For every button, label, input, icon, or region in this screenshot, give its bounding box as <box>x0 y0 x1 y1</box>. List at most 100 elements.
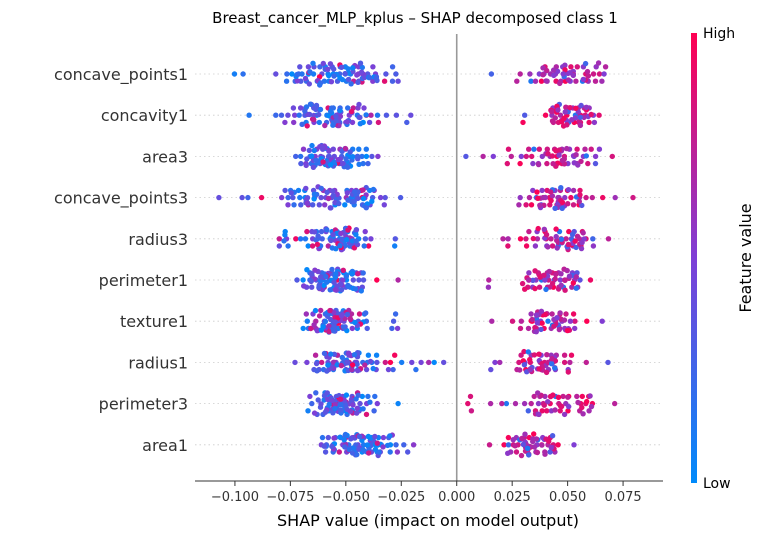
shap-point <box>585 160 591 167</box>
shap-point <box>350 277 356 283</box>
shap-point <box>583 359 589 366</box>
colorbar-axis-label: Feature value <box>736 203 755 312</box>
shap-point <box>486 277 492 283</box>
shap-point <box>517 325 524 332</box>
shap-point <box>357 60 364 66</box>
shap-point <box>530 160 536 167</box>
shap-point <box>573 244 579 251</box>
shap-point <box>579 404 585 411</box>
shap-point <box>331 73 337 79</box>
shap-point <box>573 105 579 112</box>
shap-point <box>332 402 338 408</box>
shap-point <box>359 153 365 160</box>
shap-point <box>556 326 562 333</box>
shap-point <box>325 66 331 73</box>
shap-point <box>366 119 373 126</box>
shap-point <box>363 366 370 373</box>
shap-point <box>505 442 512 448</box>
shap-point <box>368 112 374 118</box>
shap-point <box>586 119 592 126</box>
shap-point <box>289 71 295 77</box>
shap-point <box>307 101 314 107</box>
shap-point <box>369 153 375 160</box>
x-tick-label: 0.050 <box>549 490 586 505</box>
shap-point <box>527 71 533 77</box>
x-tick-label: −0.050 <box>322 490 370 505</box>
shap-point <box>309 271 315 277</box>
shap-point <box>329 443 335 450</box>
shap-point <box>288 190 294 196</box>
shap-point <box>518 352 524 358</box>
shap-point <box>567 105 573 111</box>
shap-point <box>520 441 527 448</box>
shap-point <box>480 153 486 160</box>
shap-point <box>533 329 539 335</box>
shap-point <box>548 236 554 242</box>
shap-point <box>349 271 355 277</box>
data-points <box>216 60 636 459</box>
shap-point <box>343 273 349 280</box>
shap-point <box>572 325 578 332</box>
shap-point <box>327 205 333 211</box>
shap-point <box>394 449 401 455</box>
shap-point <box>318 185 324 192</box>
shap-point <box>290 105 297 111</box>
shap-point <box>542 112 549 118</box>
shap-point <box>363 411 370 418</box>
shap-point <box>362 228 368 235</box>
shap-point <box>318 307 324 314</box>
shap-point <box>364 325 370 332</box>
shap-point <box>548 361 555 367</box>
shap-point <box>338 64 345 71</box>
shap-point <box>522 286 528 292</box>
shap-point <box>559 205 565 211</box>
shap-point <box>561 317 568 323</box>
shap-point <box>557 277 563 283</box>
shap-point <box>311 196 317 202</box>
shap-point <box>330 146 336 152</box>
shap-point <box>315 397 321 403</box>
shap-point <box>308 325 314 332</box>
shap-point <box>518 452 525 459</box>
shap-point <box>599 318 605 324</box>
shap-point <box>549 108 555 115</box>
shap-point <box>583 104 590 111</box>
shap-point <box>375 119 382 126</box>
shap-point <box>564 327 571 334</box>
shap-point <box>565 408 571 414</box>
shap-point <box>306 81 312 87</box>
shap-point <box>488 366 494 373</box>
shap-point <box>340 160 346 167</box>
shap-point <box>518 153 524 160</box>
shap-point <box>573 152 579 158</box>
shap-point <box>312 267 318 273</box>
shap-point <box>370 78 376 84</box>
shap-point <box>299 121 305 128</box>
shap-point <box>292 359 298 366</box>
shap-point <box>586 408 592 414</box>
shap-point <box>291 202 297 208</box>
shap-point <box>499 400 505 407</box>
shap-point <box>308 278 314 284</box>
shap-point <box>330 188 336 194</box>
shap-point <box>587 277 594 283</box>
shap-point <box>387 449 393 455</box>
shap-point <box>353 238 359 244</box>
shap-point <box>313 390 319 396</box>
shap-point <box>332 405 338 412</box>
shap-point <box>540 65 546 71</box>
shap-point <box>578 245 585 252</box>
x-tick-label: 0.025 <box>494 490 531 505</box>
shap-point <box>541 272 547 278</box>
shap-point <box>327 108 334 115</box>
shap-point <box>548 444 554 451</box>
shap-point <box>374 400 380 407</box>
shap-point <box>358 288 364 294</box>
shap-point <box>352 319 358 326</box>
shap-point <box>326 323 332 329</box>
shap-point <box>282 187 288 194</box>
shap-point <box>367 399 373 405</box>
shap-point <box>296 112 302 118</box>
shap-point <box>544 146 550 152</box>
shap-point <box>563 311 569 317</box>
